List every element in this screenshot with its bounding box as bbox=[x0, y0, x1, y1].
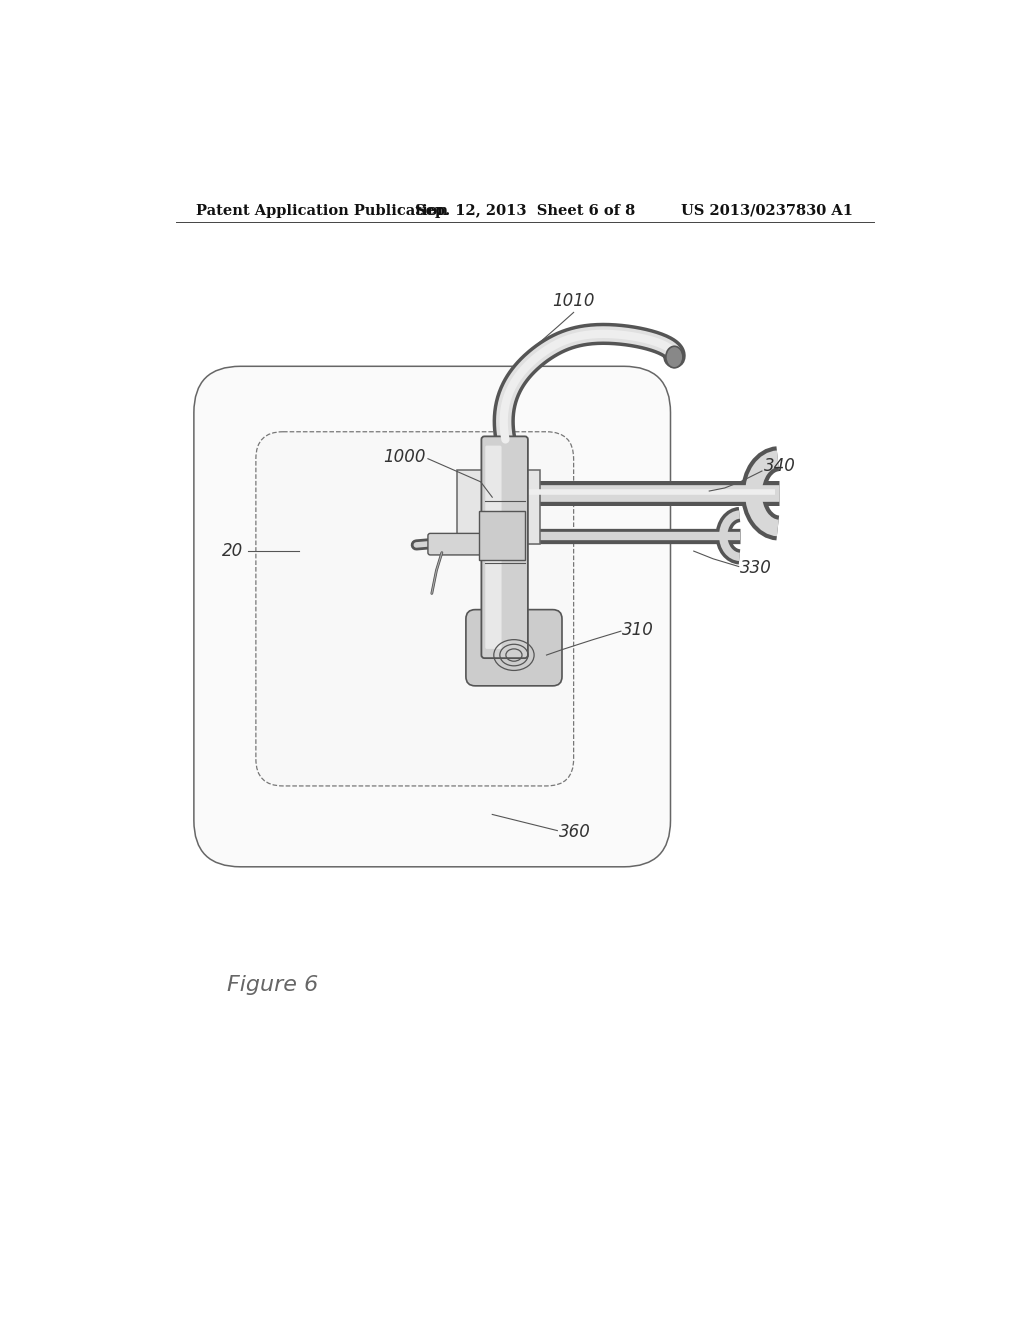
FancyBboxPatch shape bbox=[194, 367, 671, 867]
Ellipse shape bbox=[666, 346, 683, 368]
Text: Patent Application Publication: Patent Application Publication bbox=[197, 203, 449, 218]
FancyBboxPatch shape bbox=[458, 470, 540, 544]
Text: 20: 20 bbox=[221, 543, 243, 560]
Text: US 2013/0237830 A1: US 2013/0237830 A1 bbox=[681, 203, 853, 218]
Text: 1000: 1000 bbox=[383, 449, 426, 466]
FancyBboxPatch shape bbox=[256, 432, 573, 785]
Text: 360: 360 bbox=[559, 824, 591, 841]
Text: 340: 340 bbox=[764, 458, 796, 475]
Text: 330: 330 bbox=[740, 560, 772, 577]
FancyBboxPatch shape bbox=[466, 610, 562, 686]
Text: Sep. 12, 2013  Sheet 6 of 8: Sep. 12, 2013 Sheet 6 of 8 bbox=[415, 203, 635, 218]
FancyBboxPatch shape bbox=[428, 533, 486, 554]
FancyBboxPatch shape bbox=[481, 437, 528, 659]
Text: Figure 6: Figure 6 bbox=[227, 974, 318, 994]
Text: 1010: 1010 bbox=[552, 292, 595, 310]
FancyBboxPatch shape bbox=[485, 446, 502, 649]
FancyBboxPatch shape bbox=[479, 511, 524, 560]
Text: 310: 310 bbox=[623, 620, 654, 639]
